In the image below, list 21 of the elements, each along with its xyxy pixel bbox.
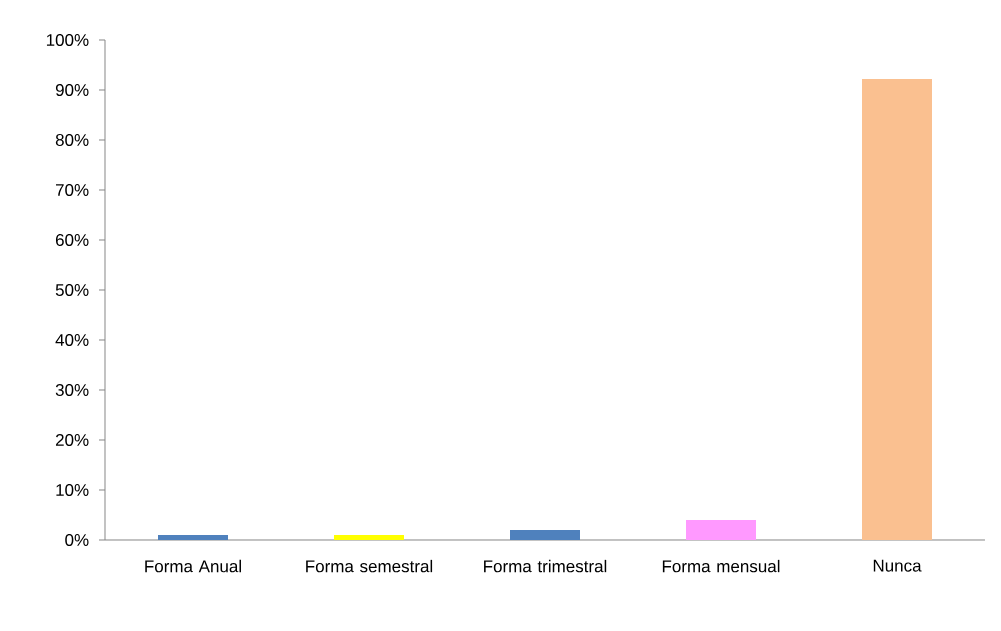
y-tick-label: 50% [55,283,89,297]
y-tick-label: 70% [56,183,89,197]
x-tick-label: Forma semestral [306,559,433,573]
y-tick-label: 90% [55,83,89,97]
bar [686,519,756,540]
y-tick-label: 30% [55,383,89,397]
y-tick-label: 10% [56,483,89,497]
y-tick-label: 100% [46,33,89,47]
x-tick-label: Forma trimestral [484,559,607,573]
y-tick-label: 0% [65,533,89,547]
bar [862,78,932,540]
x-tick-label: Forma mensual [662,559,780,573]
x-tick-label: Nunca [873,559,922,572]
y-tick-label: 60% [55,233,89,247]
bar [334,534,404,540]
bar [158,534,229,540]
bar [510,529,581,540]
x-tick-label: Forma Anual [145,559,241,573]
y-tick-label: 80% [55,133,89,147]
y-tick-label: 40% [55,333,89,347]
y-tick-label: 20% [55,433,89,447]
